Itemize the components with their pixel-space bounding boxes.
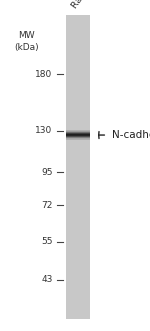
Text: Rat brain: Rat brain (71, 0, 103, 10)
Bar (66, 133, 90, 134)
Bar (66, 15, 90, 319)
Bar (66, 137, 90, 138)
Text: N-cadherin: N-cadherin (112, 130, 150, 140)
Text: 43: 43 (41, 275, 52, 284)
Text: 72: 72 (41, 201, 52, 210)
Bar (66, 132, 90, 133)
Text: 95: 95 (41, 167, 52, 177)
Bar (66, 135, 90, 136)
Text: 180: 180 (35, 70, 52, 79)
Bar (66, 136, 90, 137)
Text: 130: 130 (35, 126, 52, 135)
Text: MW
(kDa): MW (kDa) (14, 31, 39, 52)
Text: 55: 55 (41, 237, 52, 246)
Bar (66, 131, 90, 132)
Bar (66, 138, 90, 139)
